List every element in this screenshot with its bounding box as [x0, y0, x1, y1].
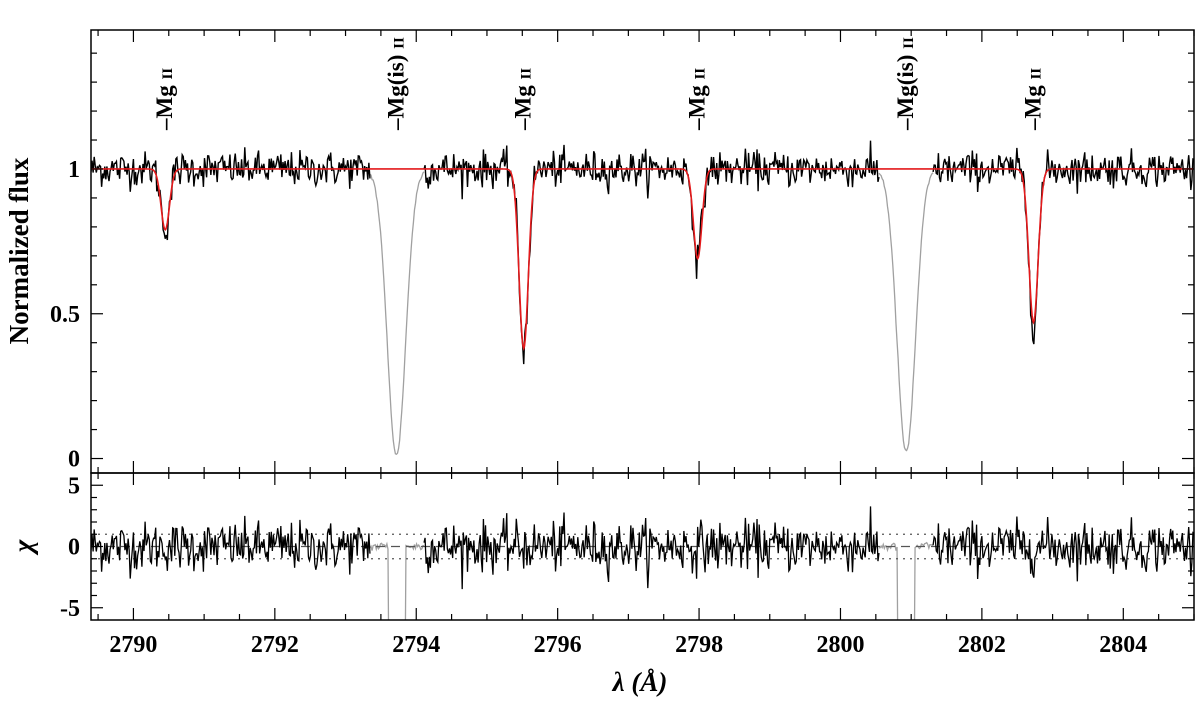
x-tick-label: 2794	[392, 632, 440, 658]
flux-tick-label: 0	[68, 447, 80, 473]
x-axis-title: λ (Å)	[612, 667, 668, 697]
residual-tick-label: -5	[60, 596, 80, 622]
residual-panel: 5 0 -5 χ	[8, 472, 1195, 622]
residual-series	[423, 506, 880, 590]
masked-residual-series	[369, 541, 425, 620]
x-tick-label: 2800	[816, 632, 864, 658]
flux-axis-title: Normalized flux	[4, 157, 34, 344]
masked-flux-series	[369, 171, 425, 455]
absorption-line-label: –Mg(is) II	[893, 37, 918, 131]
svg-text:–Mg(is) II: –Mg(is) II	[893, 37, 918, 131]
residual-axis-title: χ	[8, 539, 38, 556]
observed-flux-series	[932, 147, 1194, 345]
model-flux-series	[91, 168, 1194, 352]
x-tick-label: 2804	[1099, 632, 1147, 658]
observed-flux-series	[91, 147, 371, 241]
svg-text:–Mg II: –Mg II	[511, 68, 536, 131]
absorption-line-labels: –Mg II –Mg(is) II –Mg II –Mg II –Mg(is) II –M…	[152, 37, 1045, 131]
x-axis: 2790 2792 2794 2796 2798 2800 2802 2804	[109, 632, 1147, 658]
x-tick-label: 2790	[109, 632, 157, 658]
absorption-line-label: –Mg II	[1020, 68, 1045, 131]
flux-panel: 00.51 –Mg II –Mg(is) II–Mg II–Mg II –Mg(is…	[4, 29, 1195, 474]
absorption-line-label: –Mg II	[511, 68, 536, 131]
x-tick-label: 2802	[958, 632, 1006, 658]
x-tick-label: 2792	[251, 632, 299, 658]
absorption-line-label: –Mg II	[152, 68, 177, 131]
masked-flux-series	[878, 172, 934, 452]
absorption-line-label: –Mg II	[685, 68, 710, 131]
residual-series	[91, 515, 371, 579]
residual-panel-ticks: 5 0 -5	[60, 473, 1195, 622]
residual-series	[932, 516, 1194, 582]
flux-tick-label: 0.5	[50, 302, 80, 328]
x-tick-label: 2796	[534, 632, 582, 658]
residual-tick-label: 5	[68, 473, 80, 499]
flux-tick-label: 1	[68, 157, 80, 183]
svg-text:–Mg(is) II: –Mg(is) II	[383, 37, 408, 131]
absorption-line-label: –Mg(is) II	[383, 37, 408, 131]
svg-text:–Mg II: –Mg II	[685, 68, 710, 131]
flux-panel-ticks: 00.51	[50, 30, 1195, 473]
svg-text:–Mg II: –Mg II	[152, 68, 177, 131]
svg-text:–Mg II: –Mg II	[1020, 68, 1045, 131]
observed-flux-series	[423, 140, 880, 365]
residual-tick-label: 0	[68, 535, 80, 561]
masked-residual-series	[878, 541, 934, 620]
x-tick-label: 2798	[675, 632, 723, 658]
